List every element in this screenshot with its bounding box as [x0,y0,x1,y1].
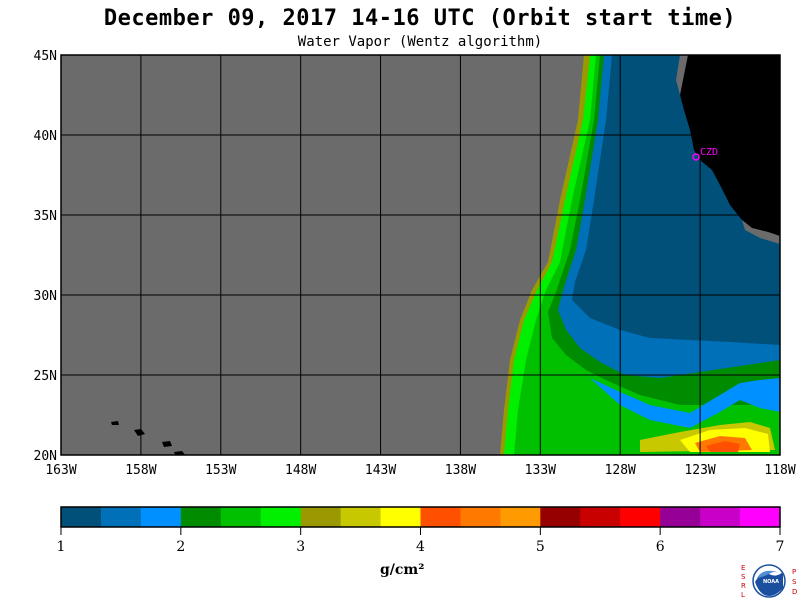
colorbar-swatch [620,507,661,527]
colorbar-swatch [340,507,382,527]
colorbar [60,506,781,528]
colorbar-swatch [540,507,581,527]
colorbar-swatch [300,507,342,527]
lon-label: 128W [605,463,636,478]
colorbar-swatch [61,507,102,527]
lon-label: 123W [684,463,715,478]
colorbar-swatch [220,507,262,527]
latitude-labels: 45N 40N 35N 30N 25N 20N [34,49,57,464]
lon-label: 153W [205,463,236,478]
lon-label: 138W [445,463,476,478]
colorbar-swatch [700,507,741,527]
logo-esrl-r: R [741,582,746,590]
colorbar-tick-label: 4 [416,539,425,555]
colorbar-swatch [580,507,621,527]
colorbar-swatch [660,507,701,527]
logo-esrl-l: L [741,591,745,599]
noaa-emblem-text: NOAA [763,579,779,585]
lat-label: 45N [34,49,57,64]
colorbar-swatch [180,507,222,527]
map-frame [60,54,781,456]
logo-esrl-s: S [741,573,746,581]
noaa-logo: E S R L NOAA P S D [741,564,797,599]
longitude-labels: 163W 158W 153W 148W 143W 138W 133W 128W 123W 118W [45,463,795,478]
colorbar-swatch [460,507,501,527]
lat-label: 20N [34,449,57,464]
station-marker-czd [692,153,700,161]
station-label-czd: CZD [700,147,718,158]
lon-label: 118W [764,463,795,478]
logo-psd-d: D [792,588,797,596]
colorbar-tick-label: 2 [176,539,185,555]
colorbar-swatch [500,507,541,527]
lon-label: 158W [125,463,156,478]
lat-label: 30N [34,289,57,304]
lon-label: 143W [365,463,396,478]
colorbar-tick-label: 3 [296,539,305,555]
colorbar-tick-label: 1 [57,539,66,555]
map-title: December 09, 2017 14-16 UTC (Orbit start… [103,6,737,31]
colorbar-swatch [140,507,182,527]
island-hawaii [174,451,186,455]
colorbar-tick-label: 6 [656,539,665,555]
colorbar-swatch [100,507,142,527]
logo-esrl-e: E [741,564,745,572]
lat-label: 35N [34,209,57,224]
wv-band-red-orange [706,441,740,452]
logo-psd-p: P [792,568,796,576]
colorbar-swatch [260,507,302,527]
coastal-no-data [676,55,688,95]
colorbar-tick-label: 7 [776,539,785,555]
lon-label: 163W [45,463,76,478]
island-kauai [111,421,119,425]
wv-band-light-blue [590,378,780,428]
colorbar-ticks: 1 2 3 4 5 6 7 [57,527,785,555]
colorbar-swatch [420,507,461,527]
logo-psd-s: S [792,578,797,586]
coastal-no-data-south [742,220,780,244]
island-maui [162,441,172,447]
lon-label: 148W [285,463,316,478]
colorbar-tick-label: 5 [536,539,545,555]
island-oahu [134,429,145,436]
lon-label: 133W [525,463,556,478]
lat-label: 40N [34,129,57,144]
map-subtitle: Water Vapor (Wentz algorithm) [297,34,543,50]
colorbar-swatch [380,507,421,527]
noaa-emblem-wave [755,572,783,596]
water-vapor-field [111,55,780,455]
land-north-america [680,55,780,236]
colorbar-swatch [740,507,781,527]
lat-label: 25N [34,369,57,384]
noaa-emblem-bird [757,570,782,578]
colorbar-unit: g/cm² [380,562,425,578]
